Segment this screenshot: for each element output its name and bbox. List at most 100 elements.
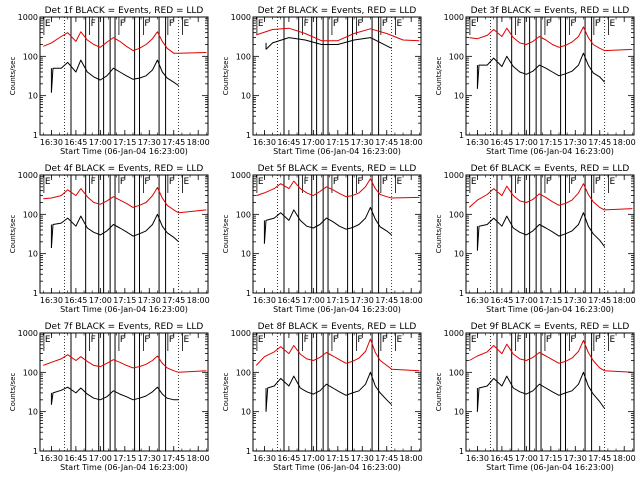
x-tick-label: 17:45: [375, 138, 398, 147]
series-lld: [469, 26, 633, 52]
x-tick-label: 18:00: [400, 296, 423, 305]
marker-label: E: [610, 177, 616, 187]
x-axis-label: Start Time (06-Jan-04 16:23:00): [60, 463, 188, 472]
y-tick-label: 100: [449, 210, 464, 219]
y-tick-label: 1: [33, 447, 38, 456]
marker-label: F: [333, 177, 338, 187]
plot-frame: [465, 332, 635, 452]
y-tick-label: 1: [33, 131, 38, 140]
x-tick-label: 17:15: [113, 296, 136, 305]
plot-frame: [465, 174, 635, 294]
x-tick-label: 16:45: [490, 454, 513, 463]
marker-label: F: [357, 19, 362, 29]
plot-frame: [465, 16, 635, 136]
y-axis-label: Counts/sec: [222, 373, 230, 412]
y-tick-label: 1000: [231, 13, 251, 22]
x-tick-label: 16:30: [253, 454, 276, 463]
x-tick-label: 16:45: [490, 296, 513, 305]
series-lld: [43, 187, 207, 214]
panel-title: Det 2f BLACK = Events, RED = LLD: [258, 6, 417, 16]
series-events: [263, 206, 392, 244]
y-tick-label: 100: [449, 52, 464, 61]
marker-label: E: [397, 335, 403, 345]
marker-label: E: [471, 177, 477, 187]
marker-label: F: [333, 335, 338, 345]
x-tick-label: 17:00: [302, 138, 325, 147]
marker-label: E: [258, 19, 264, 29]
marker-label: F: [357, 335, 362, 345]
series-lld: [43, 354, 207, 373]
marker-label: F: [91, 177, 96, 187]
series-lld: [469, 339, 633, 373]
x-tick-label: 17:15: [326, 296, 349, 305]
y-tick-label: 1: [246, 447, 251, 456]
x-tick-label: 17:00: [89, 454, 112, 463]
y-tick-label: 10: [454, 250, 464, 259]
x-tick-label: 17:30: [564, 454, 587, 463]
y-tick-label: 100: [236, 368, 251, 377]
x-tick-label: 18:00: [613, 454, 636, 463]
marker-label: F: [546, 19, 551, 29]
marker-label: F: [304, 177, 309, 187]
marker-label: F: [517, 177, 522, 187]
marker-label: F: [570, 335, 575, 345]
x-axis-label: Start Time (06-Jan-04 16:23:00): [60, 147, 188, 156]
y-tick-label: 1000: [444, 13, 464, 22]
x-tick-label: 17:00: [302, 454, 325, 463]
y-tick-label: 10: [454, 408, 464, 417]
panel-title: Det 3f BLACK = Events, RED = LLD: [471, 6, 630, 16]
marker-label: F: [169, 19, 174, 29]
y-tick-label: 1: [33, 289, 38, 298]
marker-label: E: [45, 19, 51, 29]
plot-frame: [252, 16, 422, 136]
y-tick-label: 10: [28, 408, 38, 417]
marker-label: E: [184, 177, 190, 187]
series-events: [265, 371, 392, 412]
y-tick-label: 10: [28, 250, 38, 259]
marker-label: F: [333, 19, 338, 29]
y-axis-label: Counts/sec: [222, 57, 230, 96]
marker-label: F: [517, 335, 522, 345]
marker-label: E: [258, 177, 264, 187]
y-tick-label: 1000: [18, 13, 38, 22]
panel-title: Det 9f BLACK = Events, RED = LLD: [471, 322, 630, 332]
plot-frame: [39, 332, 209, 452]
marker-label: E: [184, 19, 190, 29]
y-tick-label: 10: [241, 408, 251, 417]
x-axis-label: Start Time (06-Jan-04 16:23:00): [486, 147, 614, 156]
x-tick-label: 16:45: [64, 138, 87, 147]
x-tick-label: 17:45: [588, 296, 611, 305]
marker-label: F: [304, 335, 309, 345]
x-tick-label: 17:00: [302, 296, 325, 305]
y-tick-label: 100: [23, 368, 38, 377]
series-events: [50, 59, 179, 93]
x-tick-label: 16:45: [277, 296, 300, 305]
x-tick-label: 16:30: [466, 296, 489, 305]
marker-label: F: [595, 335, 600, 345]
x-axis-label: Start Time (06-Jan-04 16:23:00): [273, 305, 401, 314]
y-tick-label: 1000: [18, 171, 38, 180]
marker-label: F: [570, 19, 575, 29]
marker-label: F: [120, 335, 125, 345]
plot-frame: [39, 16, 209, 136]
x-tick-label: 17:15: [539, 296, 562, 305]
series-lld: [255, 338, 420, 372]
marker-label: F: [570, 177, 575, 187]
panel-title: Det 4f BLACK = Events, RED = LLD: [45, 164, 204, 174]
marker-label: E: [184, 335, 190, 345]
y-tick-label: 1: [459, 289, 464, 298]
marker-label: F: [546, 335, 551, 345]
marker-label: F: [382, 19, 387, 29]
x-tick-label: 17:30: [138, 138, 161, 147]
marker-label: F: [144, 19, 149, 29]
marker-label: F: [120, 177, 125, 187]
series-events: [476, 212, 605, 251]
x-tick-label: 17:15: [539, 454, 562, 463]
x-tick-label: 16:45: [64, 454, 87, 463]
series-events: [476, 371, 606, 412]
